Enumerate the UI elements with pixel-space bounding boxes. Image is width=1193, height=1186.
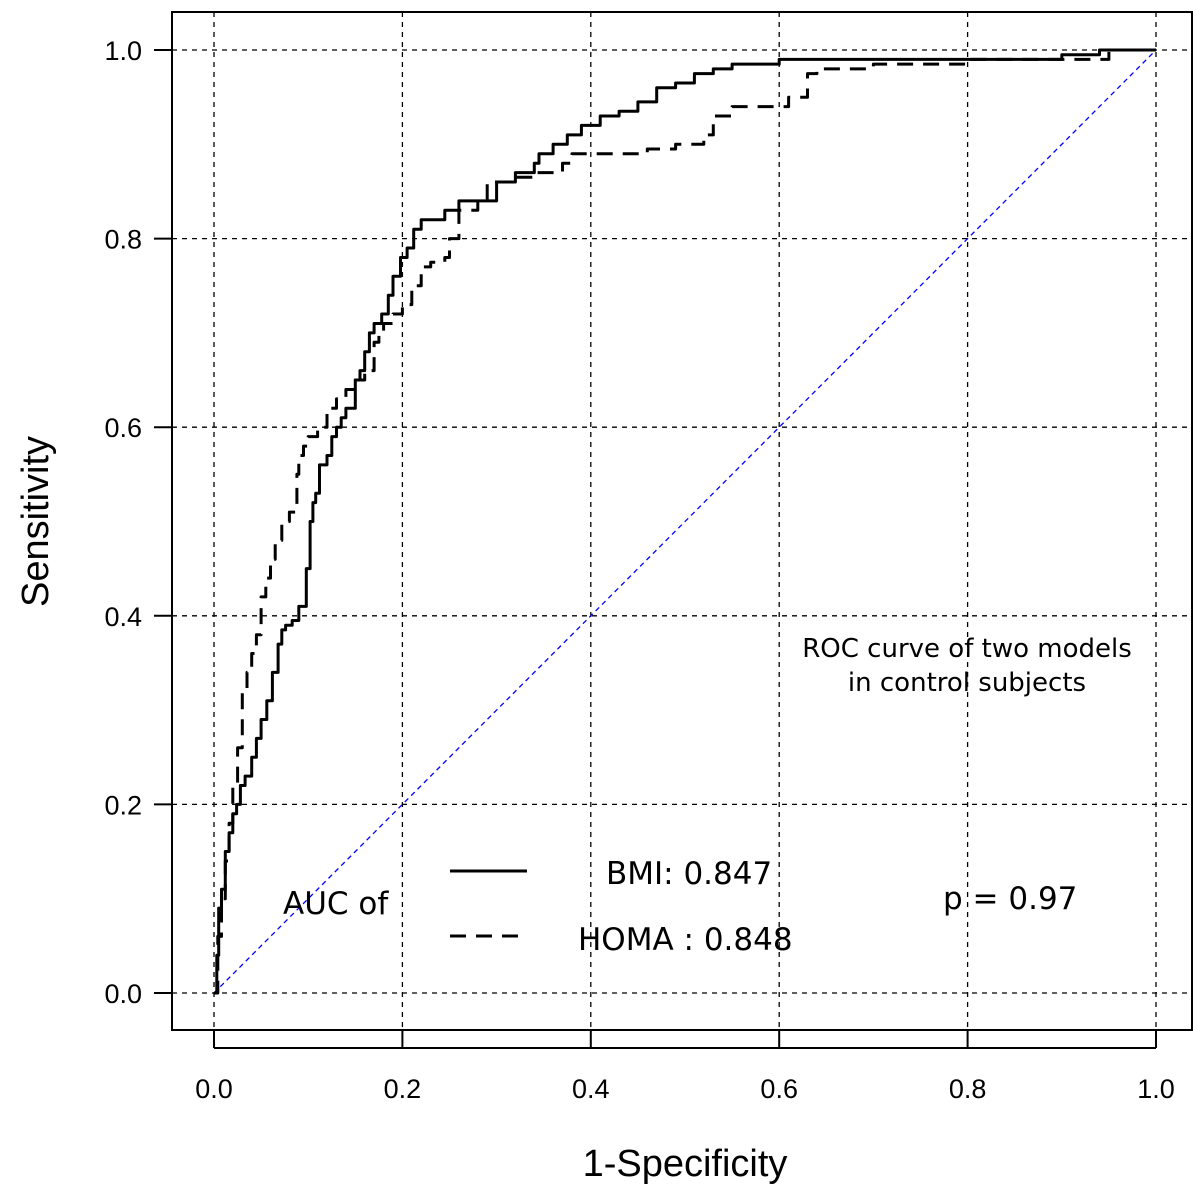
plot-frame [171,11,1193,1031]
x-axis-title: 1-Specificity [583,1143,788,1185]
reference-diagonal-line [213,49,1157,994]
y-tick-label-3: 0.6 [104,413,142,443]
legend: AUC of BMI: 0.847 HOMA : 0.848 [283,856,793,958]
x-tick-label-0: 0.0 [195,1074,233,1104]
p-value-annotation: p = 0.97 [943,881,1077,917]
x-tick-label-3: 0.6 [760,1074,798,1104]
y-tick-label-5: 1.0 [104,36,142,66]
y-tick-label-0: 0.0 [104,979,142,1009]
axis-ticks: 0.0 0.2 0.4 0.6 0.8 1.0 0.0 0.2 0.4 0.6 0.8 1.0 [104,36,1174,1104]
legend-entry-bmi: BMI: 0.847 [606,856,772,892]
x-tick-label-5: 1.0 [1137,1074,1175,1104]
series-lines [214,48,1156,995]
y-tick-label-2: 0.4 [104,602,142,632]
annotation-title-line1: ROC curve of two models [802,634,1132,664]
series-line-bmi [214,48,1156,995]
y-axis-title: Sensitivity [15,436,57,607]
y-tick-label-4: 0.8 [104,225,142,255]
y-tick-label-1: 0.2 [104,790,142,820]
legend-entry-homa: HOMA : 0.848 [578,922,793,958]
x-tick-label-1: 0.2 [384,1074,422,1104]
legend-auc-label: AUC of [283,886,389,922]
x-tick-label-2: 0.4 [572,1074,610,1104]
series-line-homa [214,48,1156,995]
x-tick-label-4: 0.8 [949,1074,987,1104]
annotation-title-line2: in control subjects [848,668,1086,698]
